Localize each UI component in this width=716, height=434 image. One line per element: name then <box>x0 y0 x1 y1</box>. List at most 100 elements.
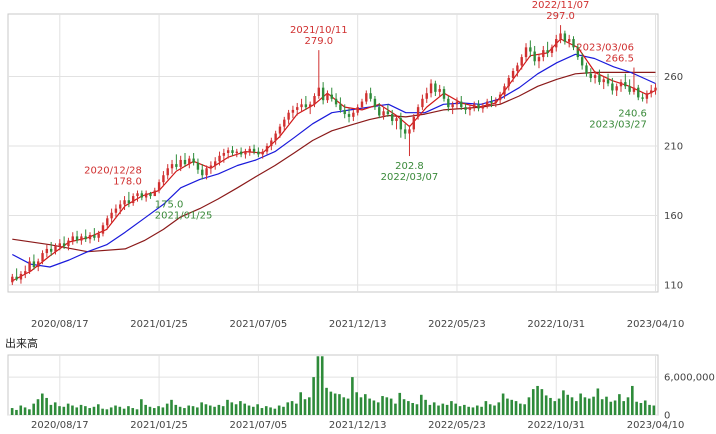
candle <box>473 101 476 112</box>
volume-bar <box>385 397 389 415</box>
candle-body <box>188 158 191 165</box>
candle-body <box>438 89 441 92</box>
candle <box>296 102 299 116</box>
candle-body <box>347 114 351 117</box>
volume-bar <box>506 398 509 415</box>
volume-x-tick-label: 2021/01/25 <box>130 420 188 431</box>
volume-bar <box>79 404 83 415</box>
candle-body <box>520 57 523 66</box>
volume-bar <box>295 403 298 415</box>
volume-bar <box>32 403 35 415</box>
candle <box>265 143 269 155</box>
candle <box>529 40 532 58</box>
candle <box>455 97 459 109</box>
volume-bar <box>402 399 406 415</box>
candle <box>226 147 230 159</box>
volume-bar <box>41 393 44 415</box>
candle <box>343 104 346 119</box>
candle-body <box>563 33 567 42</box>
annotation-label: 2021/10/11 <box>290 25 348 36</box>
volume-panel-title: 出来高 <box>5 336 38 350</box>
candle <box>179 155 182 172</box>
volume-bar <box>501 393 505 415</box>
candle-body <box>67 240 70 247</box>
volume-bar <box>286 402 290 415</box>
volume-bar <box>75 407 79 415</box>
candle <box>270 137 273 151</box>
candle-body <box>615 86 618 91</box>
volume-bar <box>626 397 630 415</box>
volume-y-tick-label: 6,000,000 <box>664 373 715 384</box>
candle-body <box>503 86 506 95</box>
price-x-tick-label: 2020/08/17 <box>31 319 89 330</box>
volume-panel: 0 6,000,000 <box>7 354 715 422</box>
volume-bar <box>58 406 61 415</box>
candle <box>114 204 118 219</box>
candle-body <box>239 151 243 155</box>
candle-body <box>485 101 489 106</box>
volume-bar <box>88 408 91 415</box>
candle <box>606 73 610 87</box>
candle-body <box>412 116 415 130</box>
volume-bar <box>643 400 647 415</box>
candle <box>317 50 321 99</box>
annotation-label: 2021/01/25 <box>155 211 213 222</box>
candle-body <box>330 94 333 99</box>
candle-body <box>110 212 113 219</box>
candle-body <box>511 70 515 78</box>
volume-bar <box>622 401 625 415</box>
candle-body <box>580 57 584 66</box>
volume-bar <box>161 407 165 415</box>
volume-bar <box>428 404 432 415</box>
candle <box>399 112 403 138</box>
volume-bar <box>437 405 440 415</box>
candle <box>291 105 295 119</box>
candle-body <box>291 109 295 113</box>
volume-bar <box>488 404 492 415</box>
candle-body <box>533 51 536 62</box>
candle <box>283 116 286 131</box>
candle <box>360 98 364 110</box>
volume-bar <box>613 400 617 415</box>
candle-body <box>382 111 385 116</box>
candle <box>110 208 113 223</box>
candle-body <box>28 261 31 272</box>
annotation-label: 279.0 <box>304 36 333 47</box>
volume-bar <box>152 408 156 415</box>
candle <box>140 190 144 201</box>
candle <box>214 157 217 170</box>
volume-bar <box>109 407 113 415</box>
candle-body <box>442 89 446 99</box>
candle-body <box>624 82 627 87</box>
candle <box>645 90 649 104</box>
candle-body <box>244 151 247 155</box>
price-y-tick-label: 210 <box>664 142 683 153</box>
candle-body <box>149 193 152 197</box>
candle-body <box>447 98 450 108</box>
candle-body <box>313 96 316 105</box>
volume-bar <box>15 409 18 415</box>
volume-bar <box>648 404 651 415</box>
candle-body <box>373 98 377 108</box>
price-y-tick-label: 160 <box>664 211 683 222</box>
volume-bar <box>579 393 582 415</box>
candle-body <box>593 75 597 78</box>
volume-bar <box>493 405 496 415</box>
candle <box>136 190 139 202</box>
volume-panel-frame <box>7 354 659 416</box>
candle <box>537 54 541 69</box>
volume-bar <box>415 404 419 415</box>
volume-bar <box>372 400 376 415</box>
candle-body <box>602 79 605 83</box>
candle-body <box>343 109 346 115</box>
volume-x-tick-label: 2022/05/23 <box>428 420 486 431</box>
candle-body <box>308 104 312 108</box>
candle <box>222 148 226 163</box>
volume-bar <box>631 385 634 415</box>
price-y-axis: 110 160 210 260 <box>664 72 683 291</box>
volume-bar <box>652 405 656 415</box>
candle-body <box>32 261 36 267</box>
candle-body <box>490 101 493 103</box>
price-y-tick-label: 110 <box>664 281 683 292</box>
candle-body <box>606 79 610 84</box>
